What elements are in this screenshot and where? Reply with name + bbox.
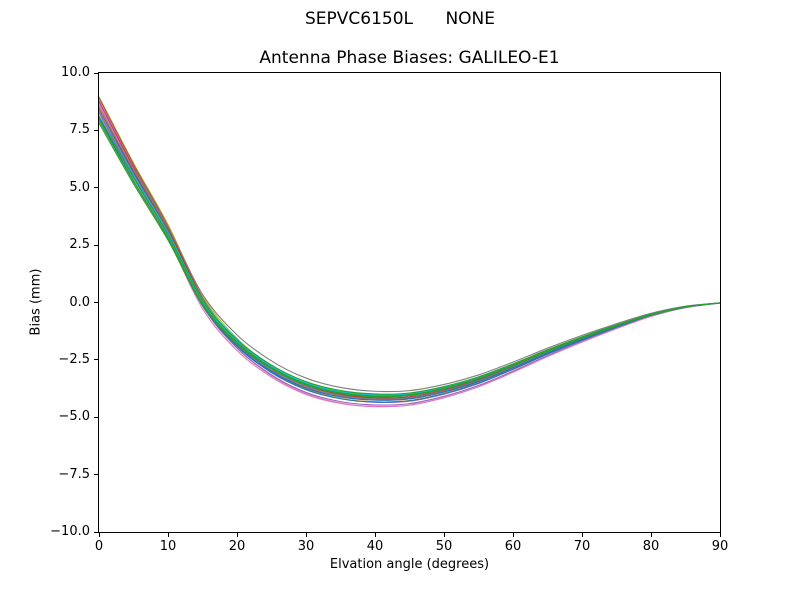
x-axis-label: Elvation angle (degrees) (329, 557, 490, 572)
x-tick-mark (650, 533, 652, 537)
y-tick-mark (94, 416, 98, 418)
series-line-01 (99, 96, 720, 399)
x-tick-mark (98, 533, 100, 537)
series-line-12 (99, 107, 720, 406)
chart-canvas (99, 96, 720, 408)
plot-area (98, 72, 721, 533)
series-line-03 (99, 99, 720, 404)
y-tick-label: 2.5 (69, 237, 90, 253)
x-tick-mark (443, 533, 445, 537)
suptitle: SEPVC6150L NONE (305, 9, 495, 29)
y-tick-mark (94, 359, 98, 361)
y-tick-label: −7.5 (58, 466, 90, 482)
x-tick-label: 30 (297, 539, 315, 554)
series-line-14 (99, 110, 720, 403)
y-tick-mark (94, 302, 98, 303)
y-tick-label: −10.0 (50, 524, 90, 539)
y-tick-mark (94, 244, 98, 246)
series-line-24 (99, 122, 720, 398)
axes-title: Antenna Phase Biases: GALILEO-E1 (259, 48, 560, 68)
x-tick-mark (374, 533, 376, 537)
x-tick-label: 40 (366, 539, 384, 554)
series-line-10 (99, 106, 720, 403)
y-tick-mark (94, 187, 98, 189)
y-tick-label: 7.5 (69, 122, 90, 138)
x-tick-mark (581, 533, 583, 537)
y-tick-mark (94, 72, 98, 74)
y-tick-label: 0.0 (69, 294, 90, 310)
series-line-20 (99, 115, 720, 397)
x-tick-mark (167, 533, 169, 537)
x-tick-label: 10 (159, 539, 177, 554)
y-tick-label: 10.0 (61, 65, 90, 80)
series-line-09 (99, 106, 720, 399)
x-tick-label: 20 (228, 539, 246, 554)
x-tick-label: 70 (573, 539, 591, 554)
series-line-13 (99, 109, 720, 398)
y-axis-label: Bias (mm) (28, 268, 44, 336)
x-tick-label: 50 (435, 539, 453, 554)
y-tick-mark (94, 129, 98, 131)
y-tick-mark (94, 531, 98, 533)
series-line-17 (99, 111, 720, 403)
y-tick-mark (94, 474, 98, 476)
x-tick-label: 0 (94, 539, 104, 554)
series-line-19 (99, 112, 720, 401)
series-line-15 (99, 110, 720, 400)
x-tick-mark (305, 533, 307, 537)
series-line-21 (99, 115, 720, 395)
y-tick-label: 5.0 (69, 179, 90, 195)
series-line-23 (99, 119, 720, 397)
series-line-18 (99, 111, 720, 408)
series-line-08 (99, 103, 720, 408)
series-line-04 (99, 101, 720, 400)
x-tick-mark (512, 533, 514, 537)
x-tick-label: 80 (642, 539, 660, 554)
x-tick-label: 90 (711, 539, 729, 554)
y-tick-label: −2.5 (58, 351, 90, 367)
series-line-16 (99, 111, 720, 396)
series-line-06 (99, 105, 720, 393)
series-line-11 (99, 107, 720, 399)
series-line-07 (99, 105, 720, 401)
y-tick-label: −5.0 (58, 409, 90, 425)
x-tick-mark (719, 533, 721, 537)
series-line-22 (99, 117, 720, 401)
series-line-02 (99, 97, 720, 401)
x-tick-label: 60 (504, 539, 522, 554)
x-tick-mark (236, 533, 238, 537)
series-line-05 (99, 102, 720, 403)
